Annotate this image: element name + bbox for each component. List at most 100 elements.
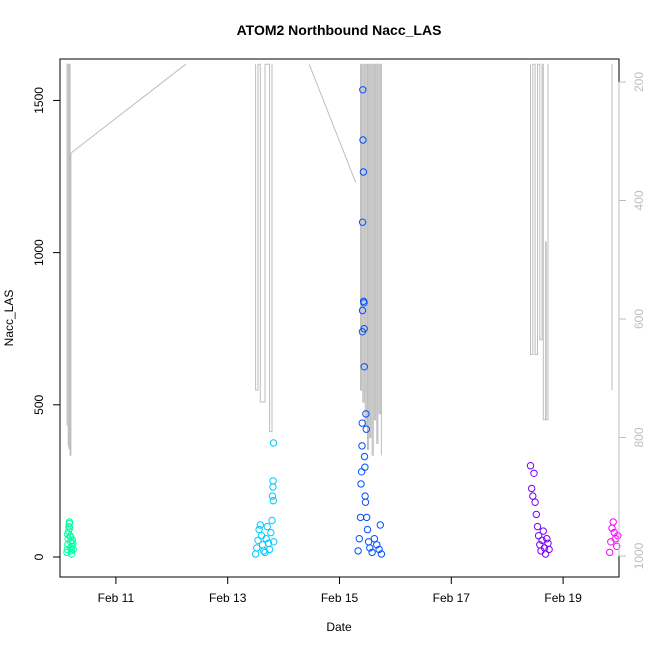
x-tick-label-4: Feb 19 — [544, 591, 582, 605]
data-point-s2-29 — [373, 541, 381, 549]
data-point-s2-0 — [354, 547, 362, 555]
data-point-s2-15 — [360, 325, 368, 333]
data-point-s3-1 — [528, 484, 536, 493]
y-tick-label-1: 500 — [32, 394, 46, 414]
data-point-s2-23 — [363, 513, 371, 522]
data-point-s2-20 — [361, 498, 370, 506]
data-point-s2-6 — [358, 419, 366, 427]
data-point-s2-32 — [377, 550, 386, 558]
data-point-s2-24 — [363, 525, 372, 534]
scatter-points — [63, 86, 622, 558]
data-point-s0-16 — [69, 545, 77, 554]
data-point-s3-13 — [541, 550, 550, 558]
data-point-s1-2 — [254, 536, 262, 544]
data-point-s3-5 — [532, 510, 540, 519]
data-point-s2-14 — [360, 299, 368, 307]
data-point-s2-8 — [358, 306, 367, 315]
data-point-s1-15 — [268, 492, 277, 500]
data-point-s0-0 — [63, 548, 71, 557]
data-point-s2-4 — [357, 468, 366, 476]
data-point-s1-1 — [253, 544, 261, 552]
x-tick-label-0: Feb 11 — [98, 591, 135, 605]
overlay-line-4 — [360, 63, 382, 456]
data-point-s3-14 — [543, 535, 551, 543]
y2-tick-label-3: 800 — [632, 427, 646, 447]
data-point-s1-14 — [268, 516, 276, 525]
y2-tick-label-2: 600 — [632, 309, 646, 329]
data-point-s1-5 — [257, 532, 266, 540]
x-axis: Feb 11 Feb 13 Feb 15 Feb 17 Feb 19 — [98, 576, 582, 605]
y2-tick-label-0: 200 — [632, 72, 646, 92]
y2-tick-label-4: 1000 — [632, 542, 646, 569]
data-point-s2-22 — [362, 425, 370, 433]
data-point-s1-10 — [263, 522, 271, 531]
data-point-s0-12 — [67, 550, 76, 558]
overlay-line-1 — [70, 63, 187, 154]
data-point-s3-7 — [534, 532, 543, 540]
data-point-s2-12 — [359, 168, 368, 176]
overlay-lines — [66, 63, 613, 456]
x-tick-label-3: Feb 17 — [433, 591, 471, 605]
data-point-s2-19 — [361, 492, 369, 500]
data-point-s0-11 — [67, 547, 76, 555]
data-point-s3-2 — [529, 492, 537, 500]
data-point-s1-12 — [265, 545, 274, 554]
data-point-s0-18 — [65, 518, 74, 526]
data-point-s1-17 — [269, 477, 277, 485]
data-point-s1-18 — [269, 497, 277, 505]
data-point-s2-9 — [358, 218, 367, 226]
data-point-s3-0 — [526, 462, 535, 470]
data-point-s2-26 — [366, 544, 374, 552]
data-point-s3-4 — [531, 498, 539, 506]
y2-tick-label-1: 400 — [632, 190, 646, 210]
y-tick-label-0: 0 — [32, 553, 46, 560]
data-point-s1-13 — [267, 528, 275, 537]
data-point-s3-6 — [533, 522, 542, 531]
data-point-s3-3 — [530, 469, 538, 477]
data-point-s3-16 — [545, 545, 553, 554]
data-point-s1-8 — [261, 548, 269, 557]
data-point-s2-18 — [361, 463, 369, 471]
data-point-s3-11 — [539, 527, 547, 535]
data-point-s1-9 — [262, 535, 270, 543]
overlay-line-0 — [66, 63, 72, 456]
data-point-s2-27 — [368, 548, 376, 557]
x-tick-label-1: Feb 13 — [209, 591, 247, 605]
data-point-s2-1 — [355, 535, 363, 543]
y-axis-label: Nacc_LAS — [2, 290, 16, 347]
data-point-s3-15 — [544, 539, 552, 547]
data-point-s3-10 — [538, 536, 546, 544]
data-point-s1-3 — [255, 525, 263, 534]
data-point-s2-28 — [370, 535, 379, 543]
data-point-s2-30 — [375, 545, 383, 554]
x-axis-label: Date — [326, 620, 352, 634]
data-point-s2-17 — [360, 452, 369, 461]
data-point-s4-6 — [613, 542, 621, 550]
overlay-line-3 — [255, 63, 273, 433]
data-point-s4-3 — [609, 518, 617, 526]
x-tick-label-2: Feb 15 — [321, 591, 359, 605]
y2-axis: 200 400 600 800 1000 — [618, 72, 646, 569]
data-point-s2-21 — [362, 410, 370, 418]
data-point-s1-6 — [258, 541, 267, 549]
data-point-s2-10 — [359, 86, 367, 94]
data-point-s4-0 — [606, 548, 614, 557]
data-point-s1-16 — [269, 483, 277, 491]
y-tick-label-2: 1000 — [32, 239, 46, 266]
data-point-s2-11 — [359, 136, 367, 144]
data-point-s2-2 — [356, 513, 365, 522]
data-point-s1-4 — [256, 521, 264, 529]
y-tick-label-3: 1500 — [32, 87, 46, 114]
overlay-line-5 — [530, 63, 549, 421]
data-point-s2-16 — [360, 363, 368, 371]
data-point-s1-0 — [251, 550, 260, 558]
data-point-s2-3 — [357, 480, 365, 488]
chart-title: ATOM2 Northbound Nacc_LAS — [237, 22, 442, 38]
data-point-s0-19 — [67, 533, 75, 541]
data-point-s1-20 — [270, 538, 278, 546]
y-axis: 0 500 1000 1500 — [32, 87, 61, 560]
data-point-s4-7 — [614, 532, 622, 540]
overlay-line-2 — [308, 64, 357, 183]
data-point-s4-1 — [607, 538, 615, 546]
